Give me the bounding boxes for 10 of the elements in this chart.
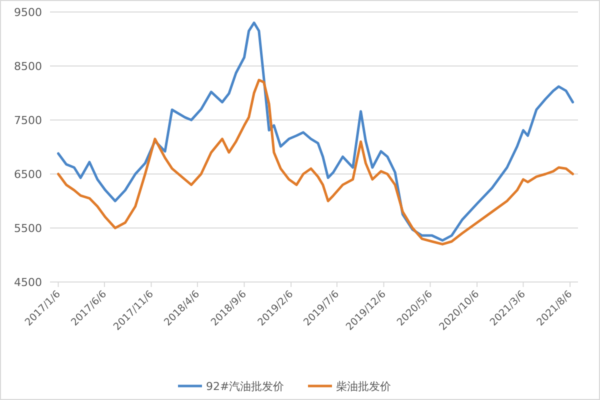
- y-tick-label: 4500: [14, 276, 42, 289]
- legend-label: 柴油批发价: [336, 380, 391, 393]
- line-series: [57, 22, 574, 242]
- y-tick-label: 7500: [14, 114, 42, 127]
- legend-label: 92#汽油批发价: [206, 380, 284, 393]
- y-tick-label: 5500: [14, 222, 42, 235]
- line-series: [57, 78, 574, 246]
- y-tick-label: 9500: [14, 6, 42, 19]
- y-tick-label: 6500: [14, 168, 42, 181]
- y-tick-label: 8500: [14, 60, 42, 73]
